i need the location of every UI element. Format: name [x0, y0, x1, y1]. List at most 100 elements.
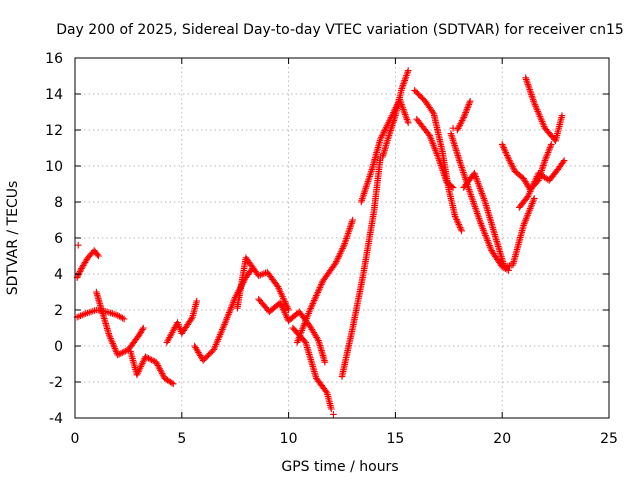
- data-point: [148, 356, 155, 364]
- data-point: [142, 353, 149, 361]
- data-point: [451, 213, 459, 220]
- data-point: [333, 256, 341, 264]
- data-point: [314, 289, 322, 296]
- data-point: [336, 250, 344, 257]
- data-point: [498, 141, 506, 148]
- data-point: [459, 115, 467, 123]
- y-tick-label: 12: [45, 123, 63, 139]
- data-point: [149, 357, 157, 364]
- y-tick-label: 14: [45, 87, 63, 103]
- data-point: [135, 368, 142, 375]
- data-point: [340, 243, 347, 251]
- data-point: [335, 253, 342, 260]
- outlier-point: [449, 124, 457, 132]
- data-point: [316, 284, 324, 291]
- x-tick-label: 10: [280, 431, 298, 447]
- data-point: [120, 348, 128, 356]
- y-tick-label: 2: [54, 303, 63, 319]
- data-point: [509, 163, 516, 170]
- data-point: [169, 380, 177, 388]
- outlier-point: [74, 241, 82, 249]
- data-point: [120, 315, 128, 323]
- chart-title: Day 200 of 2025, Sidereal Day-to-day VTE…: [56, 22, 624, 38]
- data-point: [75, 271, 82, 278]
- data-point: [499, 142, 507, 150]
- y-tick-label: 10: [45, 159, 63, 175]
- data-point: [307, 305, 314, 312]
- data-point: [311, 295, 319, 303]
- data-point: [457, 225, 465, 233]
- data-point: [454, 219, 462, 227]
- data-point: [429, 108, 437, 116]
- data-point: [458, 227, 465, 235]
- data-point: [399, 83, 406, 91]
- data-point: [314, 335, 321, 343]
- data-point: [455, 221, 463, 228]
- data-point: [119, 314, 126, 322]
- data-point: [464, 104, 471, 111]
- data-point: [545, 147, 553, 155]
- data-point: [143, 354, 151, 361]
- data-point: [501, 147, 509, 155]
- data-point: [107, 335, 114, 342]
- data-point: [336, 251, 343, 259]
- data-point: [333, 258, 340, 265]
- data-point: [118, 349, 126, 356]
- data-point: [339, 245, 346, 252]
- data-point: [542, 155, 549, 163]
- y-tick-label: -2: [49, 375, 63, 391]
- data-point: [278, 302, 285, 310]
- axis-ticks: 0 5 10 15 20 25 -4 -2 0 2 4 6 8 10 12 14 16: [45, 51, 618, 447]
- data-point: [136, 364, 144, 372]
- data-point: [188, 315, 195, 322]
- data-point: [501, 145, 508, 153]
- data-point: [558, 112, 566, 119]
- x-tick-label: 20: [493, 431, 511, 447]
- data-point: [402, 75, 409, 83]
- data-point: [559, 158, 567, 166]
- data-point: [146, 355, 154, 363]
- data-point: [349, 216, 356, 224]
- data-point: [401, 77, 409, 84]
- data-point: [461, 112, 468, 120]
- data-point: [108, 336, 115, 344]
- data-point: [462, 109, 469, 116]
- data-point: [460, 114, 468, 121]
- data-point: [456, 224, 464, 231]
- data-point: [505, 155, 512, 163]
- data-point: [458, 118, 465, 126]
- data-point: [139, 360, 146, 367]
- data-point: [404, 67, 412, 74]
- x-tick-label: 15: [386, 431, 404, 447]
- data-point: [461, 110, 469, 118]
- data-point: [457, 120, 464, 127]
- data-point: [454, 217, 461, 225]
- data-point: [75, 269, 83, 277]
- data-point: [133, 371, 141, 379]
- data-point: [114, 351, 122, 359]
- data-point: [315, 287, 322, 295]
- data-point: [117, 350, 125, 357]
- data-point: [508, 161, 516, 169]
- data-point: [403, 72, 410, 79]
- outlier-point: [330, 411, 337, 418]
- data-point: [280, 307, 288, 315]
- data-point: [506, 157, 513, 164]
- data-point: [139, 358, 147, 366]
- data-point: [404, 68, 411, 76]
- data-point: [306, 306, 314, 314]
- data-point: [315, 285, 323, 293]
- data-point: [505, 267, 512, 274]
- data-point: [279, 306, 287, 313]
- x-axis-label: GPS time / hours: [281, 459, 398, 475]
- data-point: [547, 142, 554, 150]
- data-point: [465, 101, 473, 108]
- data-point: [403, 70, 411, 78]
- data-point: [318, 281, 325, 288]
- data-point: [140, 324, 147, 332]
- data-point: [310, 297, 318, 304]
- data-point: [95, 252, 102, 260]
- data-point: [502, 149, 510, 156]
